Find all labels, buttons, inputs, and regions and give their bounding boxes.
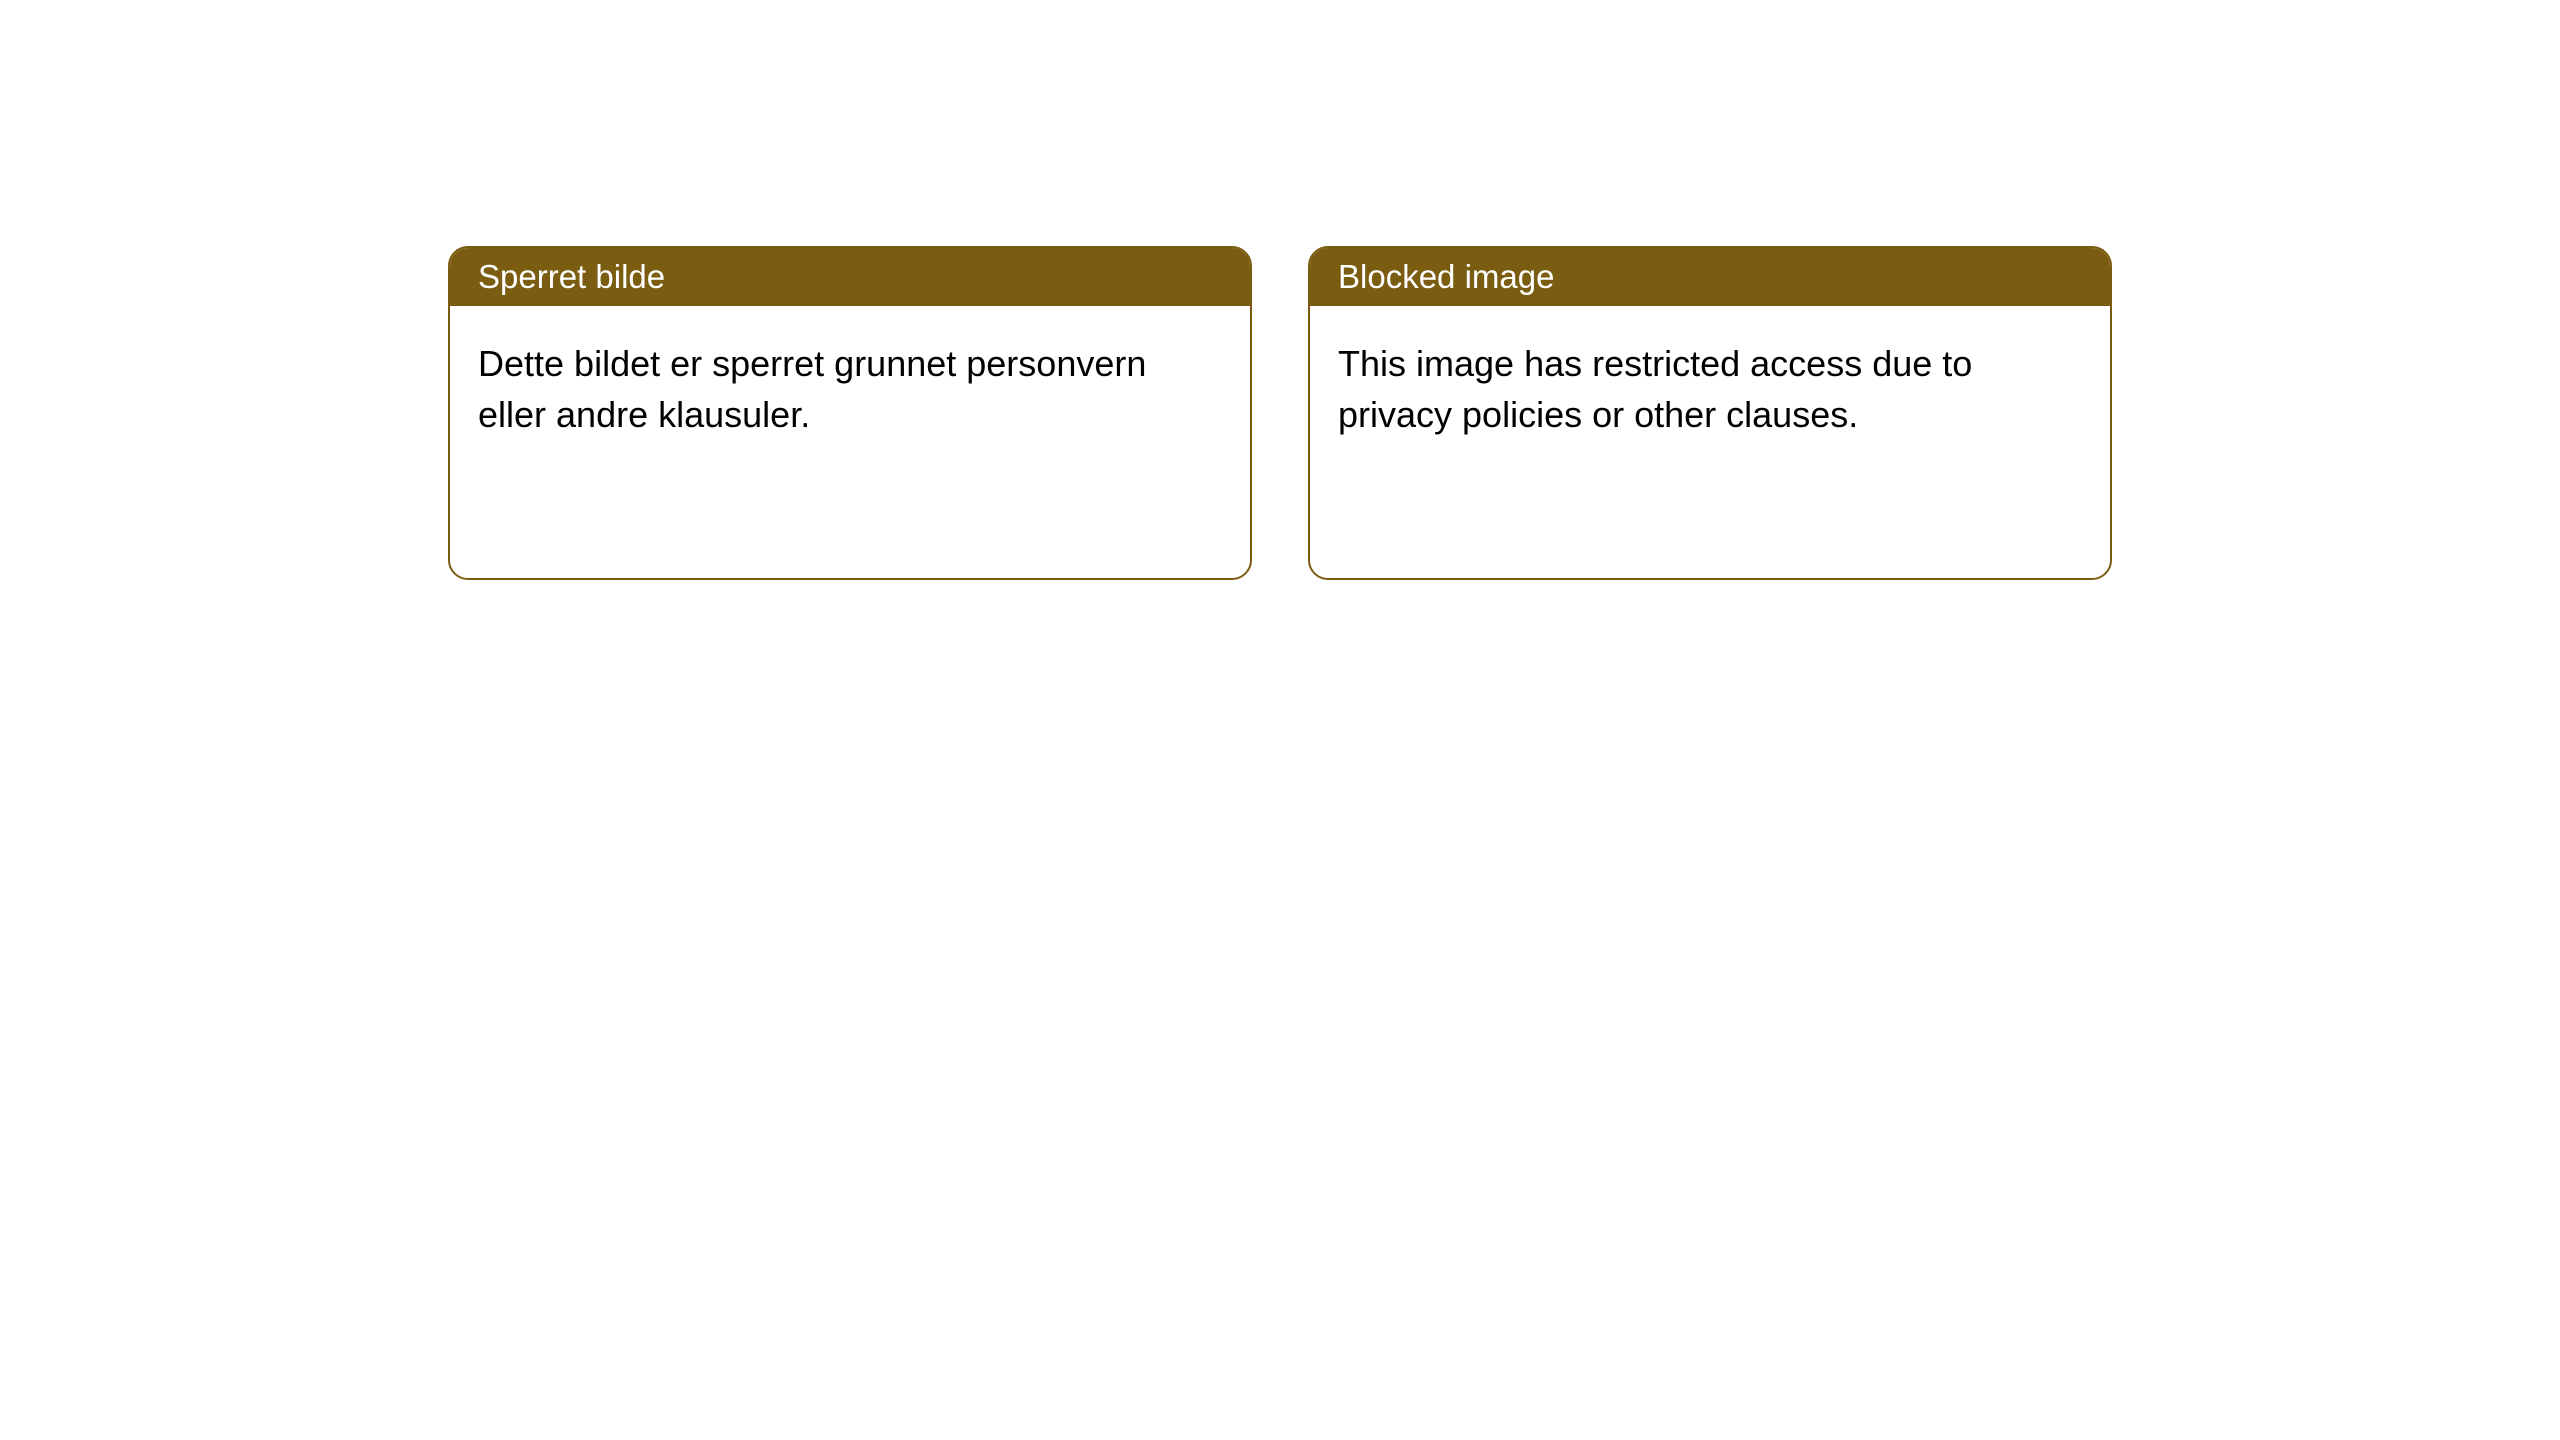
card-title-norwegian: Sperret bilde <box>478 258 665 296</box>
card-message-norwegian: Dette bildet er sperret grunnet personve… <box>478 343 1146 435</box>
card-message-english: This image has restricted access due to … <box>1338 343 1972 435</box>
card-header-norwegian: Sperret bilde <box>450 248 1250 306</box>
card-header-english: Blocked image <box>1310 248 2110 306</box>
card-title-english: Blocked image <box>1338 258 1554 296</box>
notice-cards-container: Sperret bilde Dette bildet er sperret gr… <box>448 246 2112 580</box>
notice-card-norwegian: Sperret bilde Dette bildet er sperret gr… <box>448 246 1252 580</box>
notice-card-english: Blocked image This image has restricted … <box>1308 246 2112 580</box>
card-body-norwegian: Dette bildet er sperret grunnet personve… <box>450 306 1250 473</box>
card-body-english: This image has restricted access due to … <box>1310 306 2110 473</box>
